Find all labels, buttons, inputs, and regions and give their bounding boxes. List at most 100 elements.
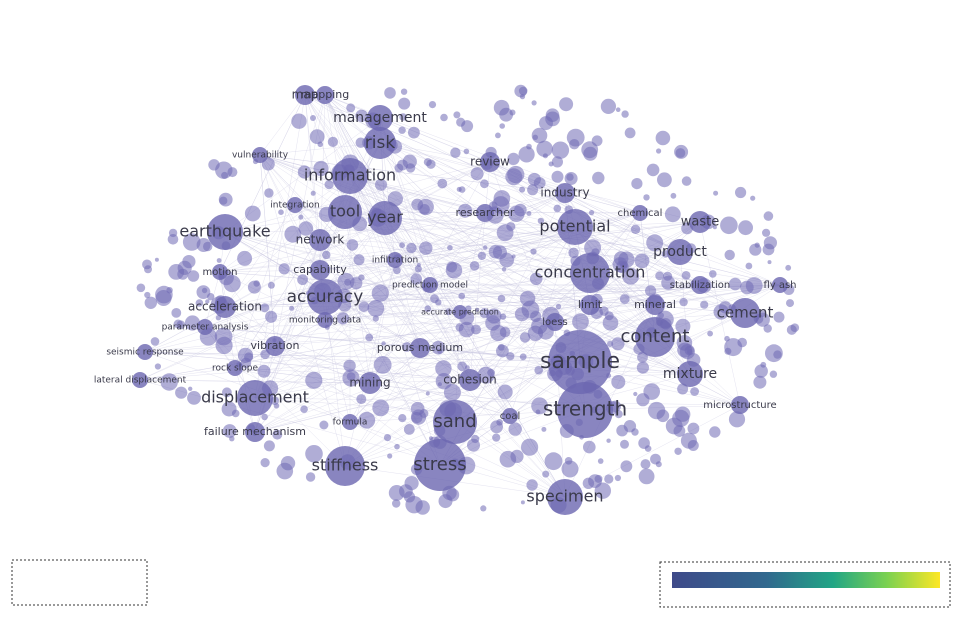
edge [234,192,566,369]
node-label: rock slope [212,364,258,374]
minor-bubble [657,172,672,188]
minor-bubble [664,206,681,223]
edge [224,231,326,298]
minor-bubble [640,459,651,470]
minor-bubble [551,156,564,168]
minor-bubble [553,204,562,213]
edge [349,347,421,423]
edge [254,284,701,399]
minor-bubble [620,262,628,270]
minor-bubble [631,178,643,190]
edge [204,326,371,384]
minor-bubble [424,305,432,313]
node-bubble [368,201,402,235]
minor-bubble [519,353,527,361]
edge [324,284,701,321]
node-label: formula [333,418,368,428]
node-bubble [459,369,481,391]
node-bubble [548,330,612,394]
minor-bubble [222,424,237,438]
edge [304,94,346,213]
minor-bubble [414,265,422,273]
node-bubble [265,336,285,356]
minor-bubble [737,337,747,348]
minor-bubble [564,457,573,465]
minor-bubble [443,384,461,401]
edge [254,284,781,433]
node-bubble [295,85,315,105]
node-label: waste [681,215,719,230]
minor-bubble [497,384,513,400]
node-label: microstructure [703,400,776,411]
minor-bubble [681,271,691,280]
minor-bubble [375,178,387,191]
node-label: displacement [201,388,309,407]
minor-bubble [463,148,470,155]
minor-bubble [222,387,232,398]
edge [144,351,581,363]
node-label: mining [349,376,390,390]
minor-bubble [475,307,480,312]
minor-bubble [310,190,316,196]
minor-bubble [410,401,425,416]
edge [469,272,591,381]
node-bubble [364,127,396,159]
minor-bubble [709,426,721,438]
minor-bubble [542,153,548,159]
minor-bubble [142,259,152,270]
minor-bubble [446,261,458,273]
node-bubble [367,105,393,131]
minor-bubble [447,244,453,251]
minor-bubble [572,313,589,331]
edge [259,154,486,214]
minor-bubble [773,311,785,323]
minor-bubble [406,242,417,254]
minor-bubble [762,228,771,237]
bubbles [132,84,800,515]
minor-bubble [336,312,350,325]
minor-bubble [591,135,603,147]
minor-bubble [168,228,178,238]
edge [319,239,591,274]
node-bubble [730,298,760,328]
minor-bubble [719,301,732,314]
minor-bubble [677,383,689,395]
minor-bubble [187,391,201,405]
minor-bubble [745,262,753,270]
node-label: motion [202,267,237,278]
minor-bubble [493,99,510,116]
node-label: stress [413,454,466,475]
minor-bubble [355,109,368,123]
minor-bubble [589,210,595,216]
node-label: acceleration [188,300,262,314]
minor-bubble [527,184,539,196]
minor-bubble [518,146,535,163]
minor-bubble [620,439,629,449]
minor-bubble [637,351,648,363]
node-bubble [252,147,268,163]
minor-bubble [530,248,537,255]
minor-bubble [492,433,501,442]
minor-bubble [150,337,160,346]
edge [224,231,461,313]
minor-bubble [453,111,461,119]
minor-bubble [655,461,662,468]
minor-bubble [614,410,623,419]
node-bubble [433,400,477,444]
zoom-box[interactable] [11,559,148,606]
minor-bubble [655,271,664,281]
minor-bubble [713,190,719,196]
node-bubble [502,408,518,424]
node-label: failure mechanism [204,425,306,438]
minor-bubble [599,306,609,316]
minor-bubble [499,450,517,468]
node-label: researcher [456,206,515,219]
minor-bubble [428,101,437,109]
node-bubble [309,229,331,251]
minor-bubble [675,318,691,334]
minor-bubble [519,332,531,343]
minor-bubble [681,176,692,186]
minor-bubble [645,285,657,297]
edge [344,373,691,467]
